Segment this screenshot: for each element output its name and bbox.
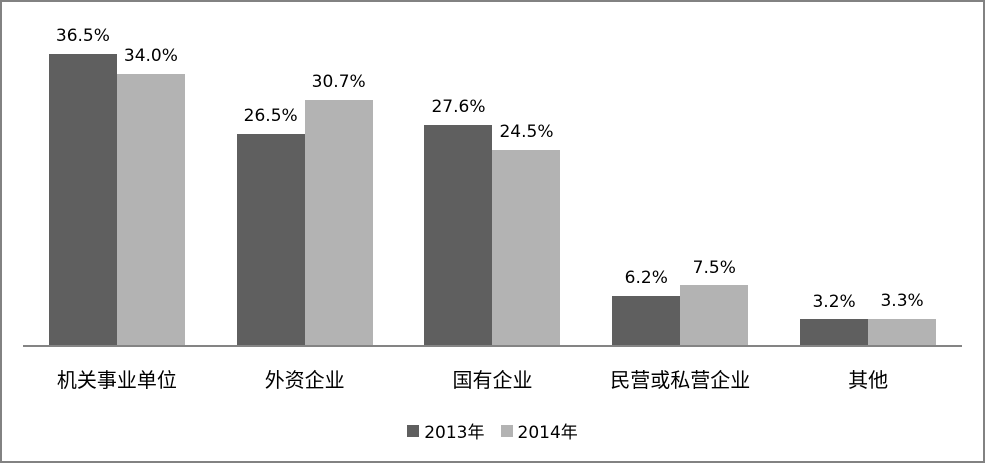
- bar-value-label: 3.3%: [880, 291, 924, 311]
- bar-value-label: 36.5%: [55, 26, 110, 47]
- x-axis-category-labels: 机关事业单位 外资企业 国有企业 民营或私营企业 其他: [23, 364, 962, 393]
- x-axis-line: [23, 345, 962, 347]
- bar-series0-category3: 6.2%: [612, 269, 681, 345]
- category-label: 机关事业单位: [56, 368, 177, 392]
- bar-value-label: 26.5%: [243, 105, 298, 126]
- bar-series0-category0: 36.5%: [48, 27, 117, 345]
- legend-item: 2014年: [500, 418, 578, 443]
- bar-value-label: 30.7%: [311, 72, 366, 93]
- bar-value-label: 6.2%: [624, 267, 668, 288]
- category-label: 国有企业: [452, 368, 533, 392]
- bar-series1-category3: 7.5%: [680, 258, 749, 345]
- legend-swatch-icon: [500, 424, 513, 437]
- bar-group: 27.6% 24.5%: [399, 26, 587, 345]
- legend-label: 2014年: [517, 423, 578, 443]
- bar-series1-category0: 34.0%: [116, 47, 185, 345]
- category-label: 外资企业: [264, 368, 345, 392]
- bar-series0-category2: 27.6%: [424, 98, 493, 345]
- legend-label: 2013年: [424, 423, 485, 443]
- bar-value-label: 24.5%: [499, 121, 554, 142]
- bar-group: 36.5% 34.0%: [23, 26, 211, 345]
- legend-item: 2013年: [407, 418, 485, 443]
- bar-series1-category2: 24.5%: [492, 123, 561, 345]
- bar-series0-category4: 3.2%: [800, 293, 869, 345]
- bar-value-label: 3.2%: [812, 291, 856, 312]
- bar-series1-category1: 30.7%: [304, 73, 373, 345]
- bar-group: 26.5% 30.7%: [211, 26, 399, 345]
- category-label: 民营或私营企业: [610, 368, 751, 392]
- bar-value-label: 7.5%: [692, 257, 736, 278]
- plot-area: 36.5% 34.0% 26.5% 30.7% 27.6% 24.5% 6.2% 7.5% 3.…: [23, 26, 962, 345]
- bar-value-label: 34.0%: [123, 46, 178, 67]
- legend-swatch-icon: [407, 424, 420, 437]
- bar-series1-category4: 3.3%: [868, 292, 937, 345]
- legend: 2013年 2014年: [2, 418, 983, 443]
- bar-group: 6.2% 7.5%: [586, 26, 774, 345]
- bar-group: 3.2% 3.3%: [774, 26, 962, 345]
- bar-value-label: 27.6%: [431, 97, 486, 118]
- bar-series0-category1: 26.5%: [236, 107, 305, 345]
- category-label: 其他: [848, 368, 889, 392]
